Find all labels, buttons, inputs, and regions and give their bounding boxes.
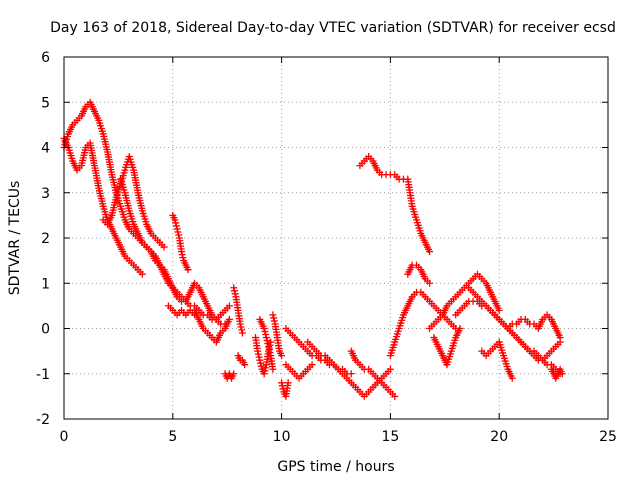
data-point (426, 248, 434, 256)
data-point (178, 251, 186, 259)
data-point (254, 347, 262, 355)
data-point (347, 370, 355, 378)
x-tick-label: 20 (490, 429, 508, 445)
x-tick-label: 5 (168, 429, 177, 445)
x-axis-label: GPS time / hours (277, 459, 394, 475)
data-point (230, 370, 238, 378)
x-tick-label: 15 (381, 429, 399, 445)
data-point (265, 346, 273, 354)
data-point (174, 228, 182, 236)
data-point (172, 219, 180, 227)
data-point (238, 326, 246, 334)
data-point (254, 350, 262, 358)
data-point (266, 349, 274, 357)
data-point (558, 370, 566, 378)
data-point (270, 314, 278, 322)
x-tick-labels: 0 5 10 15 20 25 (60, 429, 617, 445)
data-point (264, 340, 272, 348)
data-point (257, 362, 265, 370)
y-tick-label: 1 (41, 276, 50, 292)
data-point (262, 334, 270, 342)
x-tick-label: 25 (599, 429, 617, 445)
chart-title: Day 163 of 2018, Sidereal Day-to-day VTE… (50, 20, 616, 36)
y-tick-label: 5 (41, 95, 50, 111)
y-tick-label: 4 (41, 141, 50, 157)
data-point (391, 392, 399, 400)
y-tick-labels: -2 -1 0 1 2 3 4 5 6 (36, 50, 50, 428)
data-point (172, 222, 180, 230)
data-point (426, 279, 434, 287)
data-point (308, 361, 316, 369)
data-point (270, 317, 278, 325)
data-point (230, 287, 238, 295)
data-point (260, 325, 268, 332)
data-point (556, 334, 564, 342)
data-point (508, 374, 516, 382)
data-point (495, 306, 503, 314)
data-point (269, 311, 277, 319)
data-point (179, 254, 187, 262)
y-tick-label: -1 (36, 367, 50, 383)
data-point (175, 231, 183, 239)
data-point (260, 370, 268, 378)
data-point (256, 356, 264, 364)
data-point (262, 331, 270, 339)
y-tick-label: 6 (41, 50, 50, 66)
data-point (278, 379, 286, 387)
y-tick-label: 2 (41, 231, 50, 247)
x-tick-label: 10 (273, 429, 291, 445)
data-point (238, 329, 246, 337)
data-point (236, 320, 244, 328)
y-tick-label: -2 (36, 412, 50, 428)
data-point (261, 367, 269, 375)
data-point (230, 284, 238, 292)
data-point (237, 323, 245, 331)
data-point (241, 361, 249, 369)
y-tick-label: 3 (41, 186, 50, 202)
data-point (225, 315, 233, 323)
data-point (231, 290, 239, 298)
x-tick-label: 0 (60, 429, 69, 445)
data-point (160, 243, 168, 251)
data-point (278, 352, 286, 360)
data-points (60, 98, 566, 400)
grid-lines (64, 57, 608, 419)
data-point (261, 328, 269, 336)
data-point (386, 365, 394, 373)
data-point (262, 364, 270, 372)
axis-ticks (63, 56, 609, 420)
data-point (138, 270, 146, 278)
data-point (225, 302, 233, 310)
data-point (269, 365, 277, 373)
data-point (456, 325, 464, 332)
y-tick-label: 0 (41, 322, 50, 338)
data-point (173, 225, 181, 233)
data-point (184, 266, 192, 274)
data-point (171, 216, 179, 224)
data-point (257, 359, 265, 367)
data-point (265, 343, 273, 351)
data-point (284, 379, 292, 387)
data-point (178, 248, 186, 256)
data-point (255, 353, 263, 361)
y-axis-label: SDTVAR / TECUs (7, 181, 23, 296)
data-point (263, 337, 271, 345)
